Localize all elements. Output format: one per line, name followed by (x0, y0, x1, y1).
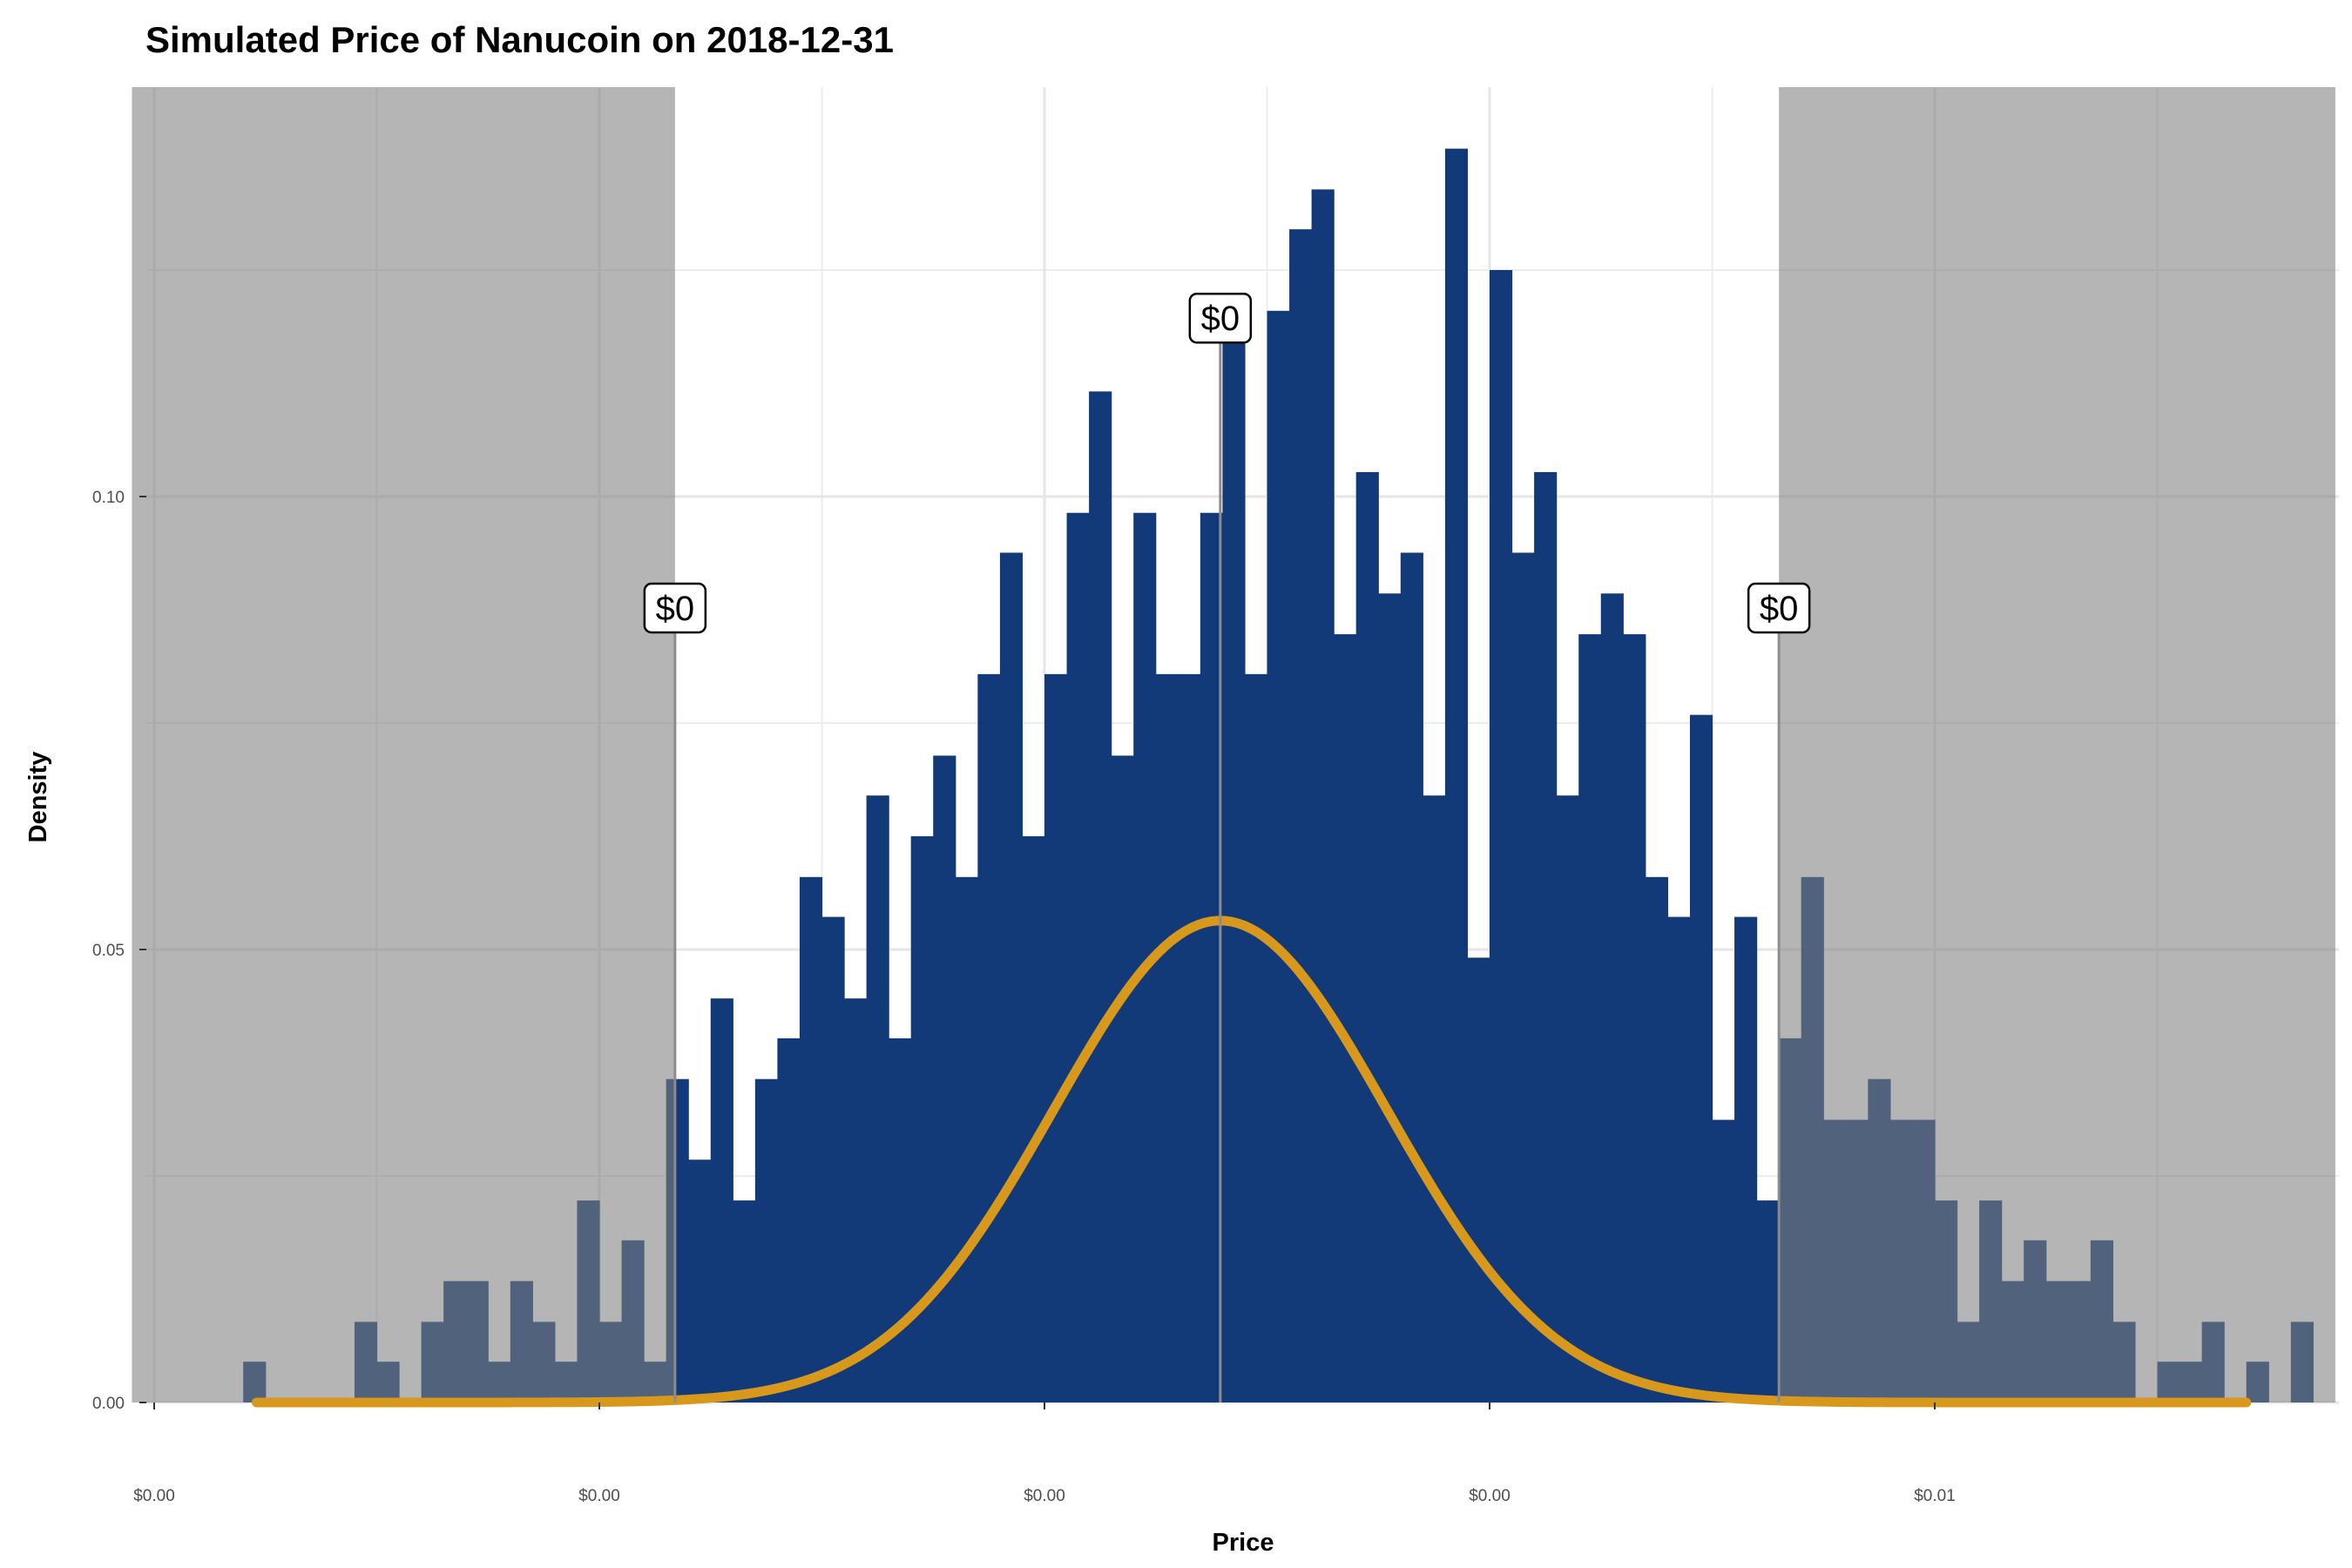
annotations: $0 $0 $0 (643, 292, 1811, 1402)
annotation-label: $0 (1747, 582, 1811, 634)
x-axis-title: Price (1213, 1529, 1274, 1557)
y-tick-label: 0.00 (92, 1395, 125, 1413)
histogram-bar (1311, 189, 1335, 1403)
x-tick-label: $0.00 (133, 1487, 175, 1505)
histogram-bar (1734, 916, 1758, 1402)
y-axis-title: Density (24, 752, 52, 843)
histogram-bar (1490, 270, 1513, 1402)
shaded-region-left (132, 87, 675, 1402)
annotation-text: $0 (1760, 590, 1799, 628)
annotation-box (643, 582, 707, 634)
normal-density-curve (252, 916, 2252, 1408)
histogram-bar (1222, 310, 1246, 1402)
histogram-bar (1467, 957, 1490, 1402)
histogram-bar (955, 876, 978, 1402)
histogram-bar (1534, 471, 1558, 1403)
histogram-bar (1022, 836, 1045, 1402)
histogram-bar (1645, 876, 1668, 1402)
histogram-bar (1511, 552, 1535, 1402)
chart-title: Simulated Price of Nanucoin on 2018-12-3… (145, 19, 894, 60)
histogram-bar (1111, 755, 1134, 1402)
annotation-label: $0 (1188, 292, 1253, 344)
histogram-bar (1155, 673, 1179, 1402)
histogram-bar (1289, 229, 1313, 1403)
histogram-bar (1667, 916, 1691, 1402)
x-tick-label: $0.00 (1469, 1487, 1511, 1505)
histogram-bar (733, 1200, 756, 1402)
histogram-bar (1556, 795, 1579, 1402)
shaded-region-right (1779, 87, 2335, 1402)
histogram-bar (777, 1037, 801, 1402)
histogram-bar (1444, 148, 1469, 1402)
histogram-bar (710, 998, 733, 1402)
x-tick-label: $0.00 (578, 1487, 620, 1505)
annotation-box (1747, 582, 1811, 634)
shaded-regions (132, 87, 2335, 1402)
histogram-bar (999, 552, 1024, 1402)
histogram-bar (1066, 512, 1090, 1402)
normal-curve (252, 916, 2252, 1408)
histogram-bar (889, 1037, 912, 1402)
y-tick-label: 0.10 (92, 489, 125, 507)
annotation-box (1188, 292, 1253, 344)
histogram-bar (1044, 673, 1068, 1402)
histogram-bar (1267, 310, 1290, 1402)
histogram-bar (1244, 673, 1268, 1402)
annotation-text: $0 (656, 590, 695, 628)
histogram-bar (1600, 593, 1624, 1402)
histogram-bar (933, 755, 956, 1402)
histogram-bar (1423, 795, 1446, 1402)
histogram-bar (977, 673, 1001, 1402)
y-tick-label: 0.05 (92, 942, 125, 960)
axes: $0.00 $0.00 $0.00 $0.00 $0.01 0.00 0.05 0.10 (92, 489, 1956, 1505)
annotation-text: $0 (1201, 300, 1240, 338)
histogram-bar (1178, 673, 1201, 1402)
histogram-bar (1756, 1200, 1780, 1402)
histogram-bar (1712, 1119, 1735, 1402)
histogram-bar (1378, 593, 1402, 1402)
histogram-bar (1089, 391, 1112, 1402)
histogram-bar (1400, 552, 1423, 1402)
histogram-bar (688, 1159, 712, 1402)
x-tick-label: $0.01 (1914, 1487, 1956, 1505)
x-tick-label: $0.00 (1024, 1487, 1065, 1505)
histogram-bar (754, 1078, 778, 1402)
histogram-bar (799, 876, 823, 1402)
histogram-bar (1578, 634, 1602, 1402)
histogram-bar (1689, 714, 1713, 1402)
annotation-label: $0 (643, 582, 707, 634)
histogram-bar (821, 916, 845, 1402)
histogram-bar (1623, 634, 1646, 1402)
histogram-bar (844, 998, 868, 1402)
histogram-bar (1355, 471, 1379, 1403)
histogram-bar (866, 795, 889, 1402)
